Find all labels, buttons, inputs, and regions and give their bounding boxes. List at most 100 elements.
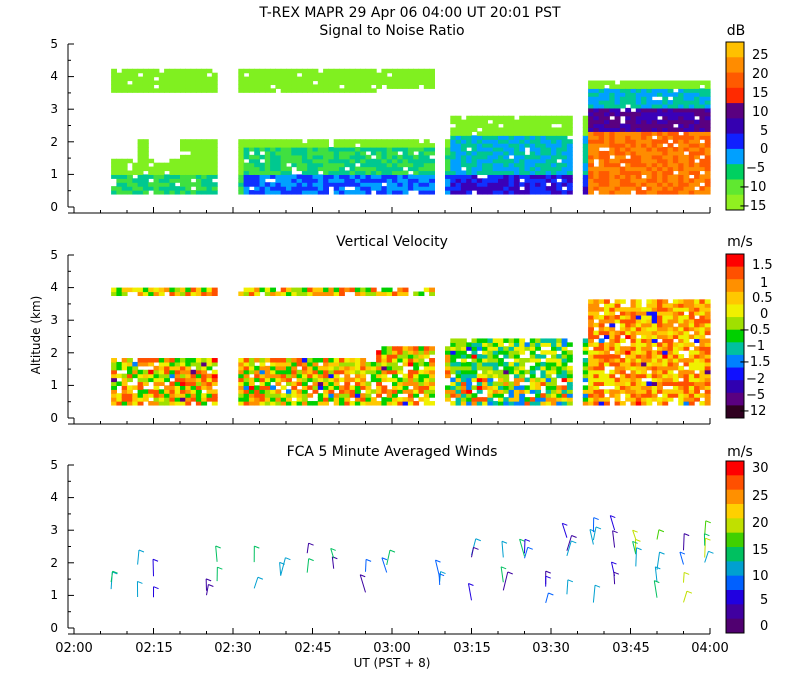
velocity-cell xyxy=(524,377,531,383)
velocity-cell xyxy=(471,358,478,363)
velocity-cell xyxy=(593,401,600,406)
snr-cell xyxy=(365,84,372,89)
snr-cell xyxy=(142,143,149,148)
wind-barb-flag xyxy=(519,538,525,542)
snr-cell xyxy=(641,103,647,109)
velocity-cell xyxy=(397,397,404,402)
velocity-cell xyxy=(211,389,218,394)
snr-cell xyxy=(699,166,706,172)
velocity-cell xyxy=(524,369,531,375)
velocity-cell xyxy=(264,358,271,363)
snr-cell xyxy=(641,158,647,164)
snr-cell xyxy=(180,80,186,86)
snr-cell xyxy=(211,150,218,156)
snr-cell xyxy=(598,143,605,148)
colorbar-swatch xyxy=(726,590,744,605)
velocity-cell xyxy=(699,318,706,324)
velocity-cell xyxy=(593,334,600,340)
snr-cell xyxy=(402,72,409,78)
velocity-cell xyxy=(344,393,351,398)
snr-cell xyxy=(270,80,276,86)
snr-cell xyxy=(317,76,324,82)
snr-cell xyxy=(270,68,276,74)
velocity-cell xyxy=(529,358,536,363)
snr-cell xyxy=(646,88,653,93)
velocity-cell xyxy=(614,330,621,336)
snr-cell xyxy=(280,147,287,152)
wind-barb-shaft xyxy=(386,549,391,566)
snr-cell xyxy=(672,100,679,105)
snr-cell xyxy=(429,143,435,148)
velocity-cell xyxy=(180,389,186,394)
snr-cell xyxy=(704,182,711,187)
velocity-cell xyxy=(694,326,700,332)
velocity-cell xyxy=(402,287,409,293)
velocity-cell xyxy=(169,365,176,371)
velocity-cell xyxy=(630,326,637,332)
velocity-cell xyxy=(619,401,626,406)
snr-cell xyxy=(211,170,218,175)
velocity-colorbar-labels: 1.5 1 0.5 0 −0.5 −1 −1.5 −2 −5 −12 xyxy=(739,258,773,419)
velocity-cell xyxy=(551,354,557,359)
snr-cell xyxy=(429,174,435,179)
velocity-cell xyxy=(169,361,176,367)
snr-cell xyxy=(540,170,547,175)
velocity-cell xyxy=(678,338,685,343)
velocity-cell xyxy=(566,393,573,398)
snr-cell xyxy=(275,154,282,160)
snr-cell xyxy=(349,162,356,168)
velocity-cell xyxy=(593,397,600,402)
snr-cell xyxy=(561,178,568,183)
snr-cell xyxy=(614,111,621,117)
snr-cell xyxy=(190,84,197,89)
snr-cell xyxy=(275,68,282,74)
wind-barb-flag xyxy=(153,586,159,590)
velocity-cell xyxy=(180,358,186,363)
snr-cell xyxy=(566,182,573,187)
snr-cell xyxy=(651,158,658,164)
snr-cell xyxy=(651,150,658,156)
snr-cell xyxy=(397,162,404,168)
velocity-cell xyxy=(498,338,504,343)
snr-cell xyxy=(524,139,531,144)
velocity-cell xyxy=(535,358,541,363)
snr-cell xyxy=(619,127,626,132)
snr-cell xyxy=(545,186,552,191)
velocity-cell xyxy=(476,389,483,394)
velocity-cell xyxy=(270,291,276,297)
snr-cell xyxy=(360,190,367,195)
velocity-cell xyxy=(333,369,340,375)
velocity-cell xyxy=(688,350,695,355)
snr-cell xyxy=(535,139,541,144)
snr-cell xyxy=(625,143,632,148)
velocity-cell xyxy=(651,307,658,312)
snr-cell xyxy=(158,174,165,179)
velocity-cell xyxy=(201,381,208,386)
snr-cell xyxy=(450,139,457,144)
snr-cell xyxy=(360,76,367,82)
snr-cell xyxy=(641,162,647,168)
snr-cell xyxy=(699,80,706,86)
velocity-cell xyxy=(688,385,695,390)
snr-cell xyxy=(195,147,202,152)
snr-cell xyxy=(641,178,647,183)
snr-cell xyxy=(551,190,557,195)
wind-barb-flag xyxy=(254,545,260,549)
snr-cell xyxy=(619,143,626,148)
snr-cell xyxy=(402,76,409,82)
snr-cell xyxy=(535,147,541,152)
velocity-cell xyxy=(566,342,573,347)
snr-cell xyxy=(487,190,494,195)
velocity-cell xyxy=(635,303,642,308)
velocity-cell xyxy=(116,365,123,371)
velocity-cell xyxy=(582,350,589,355)
velocity-cell xyxy=(180,373,186,379)
velocity-cell xyxy=(667,338,674,343)
velocity-cell xyxy=(328,365,335,371)
snr-cell xyxy=(667,158,674,164)
velocity-cell xyxy=(365,401,372,406)
snr-cell xyxy=(116,84,123,89)
snr-cell xyxy=(657,127,663,132)
velocity-cell xyxy=(688,334,695,340)
velocity-cell xyxy=(635,381,642,386)
